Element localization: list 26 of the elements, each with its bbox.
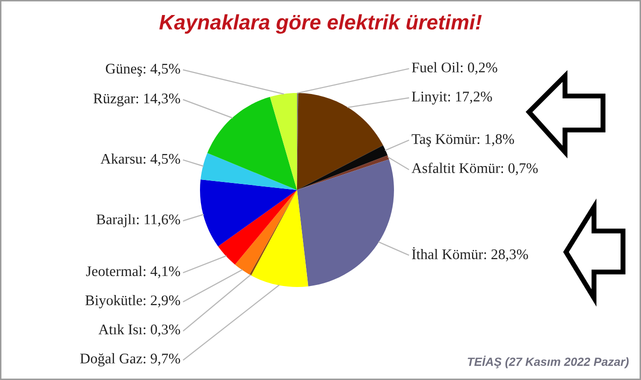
slice-label: Güneş: 4,5% — [106, 64, 180, 77]
pie-slice — [218, 190, 297, 265]
pie-slice — [234, 190, 297, 275]
pie-slice — [270, 93, 297, 190]
slice-label: Rüzgar: 14,3% — [94, 94, 180, 106]
pie-slice — [297, 159, 394, 286]
text: TEİAŞ (27 Kasım 2022 Pazar) — [468, 356, 629, 368]
slice-label: Atık Isı: 0,3% — [98, 324, 180, 336]
slice-label: Doğal Gaz: 9,7% — [80, 353, 180, 366]
slice-label: Biyokütle: 2,9% — [85, 294, 180, 308]
slice-label: Taş Kömür: 1,8% — [412, 134, 514, 147]
slice-label: Linyit: 17,2% — [412, 92, 492, 104]
chart-title: Kaynaklara göre elektrik üretimi! — [159, 14, 482, 34]
pie-slice — [207, 96, 297, 190]
slice-label: Akarsu: 4,5% — [100, 153, 180, 166]
pie-slice — [250, 190, 297, 276]
pie-slice — [251, 190, 308, 287]
slice-label: Jeotermal: 4,1% — [86, 266, 180, 278]
pie-slice — [297, 93, 384, 190]
slice-label: Asfaltit Kömür: 0,7% — [412, 162, 538, 176]
pie-slice — [200, 153, 297, 190]
pie-slice — [297, 145, 388, 190]
slice-label: Fuel Oil: 0,2% — [412, 62, 498, 74]
slice-label: Barajlı: 11,6% — [96, 214, 180, 228]
slice-label: İthal Kömür: 28,3% — [412, 247, 528, 262]
pie-slice — [200, 180, 297, 246]
